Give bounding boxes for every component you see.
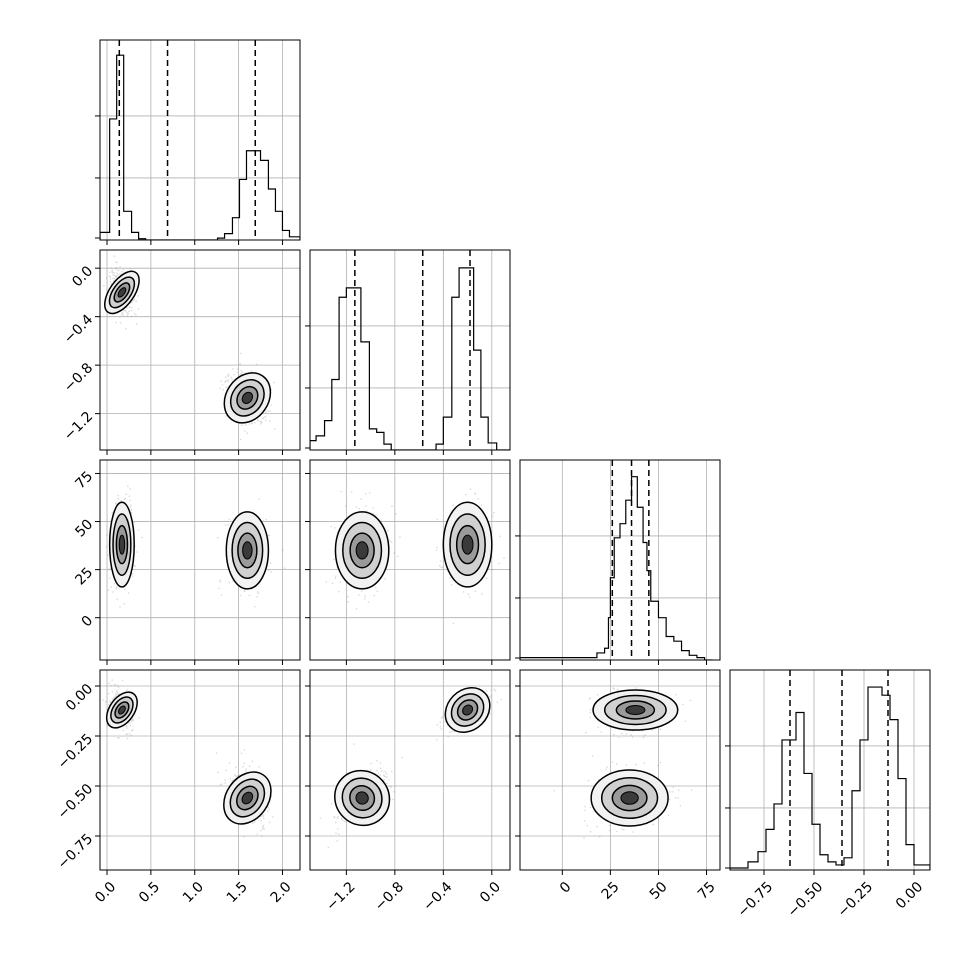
panel-2d-1-0 bbox=[103, 255, 276, 441]
x-tick-label: −0.4 bbox=[420, 879, 455, 914]
panel-2d-2-0 bbox=[105, 485, 286, 608]
density-contour bbox=[620, 791, 639, 805]
diagonal-histogram-1 bbox=[310, 250, 510, 450]
y-tick-label: 50 bbox=[72, 517, 96, 541]
x-tick-label: 0.0 bbox=[92, 879, 119, 906]
x-tick-label: −0.50 bbox=[785, 879, 827, 921]
histogram-step bbox=[730, 686, 930, 870]
x-tick-label: 1.5 bbox=[224, 879, 251, 906]
panel-frame bbox=[729, 669, 931, 871]
panel-frame bbox=[309, 249, 511, 451]
panel-frame bbox=[99, 39, 301, 241]
panel-frame bbox=[309, 669, 511, 871]
panel-grid-2-2 bbox=[561, 460, 707, 660]
y-tick-label: −0.8 bbox=[61, 360, 96, 395]
x-tick-label: 0.00 bbox=[893, 879, 926, 912]
x-tick-label: −0.25 bbox=[835, 879, 877, 921]
panel-frame bbox=[99, 669, 301, 871]
x-tick-label: −0.75 bbox=[735, 879, 777, 921]
panel-grid-0-0 bbox=[106, 40, 283, 240]
panel-2d-3-2 bbox=[553, 687, 693, 839]
y-tick-label: −0.75 bbox=[55, 831, 97, 873]
panel-frame bbox=[519, 669, 721, 871]
histogram-step bbox=[310, 267, 510, 450]
diagonal-histogram-3 bbox=[730, 670, 930, 870]
y-tick-label: −1.2 bbox=[61, 409, 96, 444]
density-contour bbox=[625, 705, 646, 715]
density-contour bbox=[461, 534, 474, 555]
x-tick-label: −1.2 bbox=[323, 879, 358, 914]
density-contour bbox=[241, 391, 254, 404]
density-contour bbox=[462, 704, 474, 716]
density-contour bbox=[242, 541, 253, 560]
panel-grid-1-0 bbox=[100, 250, 300, 450]
y-tick-label: 75 bbox=[72, 468, 96, 492]
density-contour bbox=[355, 791, 369, 805]
density-contour bbox=[117, 287, 127, 298]
x-tick-label: 0 bbox=[557, 879, 575, 897]
y-tick-label: 0.0 bbox=[69, 263, 96, 290]
y-tick-label: 0.00 bbox=[63, 681, 96, 714]
panel-2d-2-1 bbox=[325, 488, 505, 625]
density-contour bbox=[117, 705, 126, 715]
x-tick-label: 2.0 bbox=[268, 879, 295, 906]
x-tick-label: 50 bbox=[647, 879, 671, 903]
panel-frame bbox=[99, 459, 301, 661]
panel-2d-3-0 bbox=[102, 679, 274, 838]
density-contour bbox=[118, 534, 126, 555]
x-tick-label: −0.8 bbox=[372, 879, 407, 914]
panel-grid-3-1 bbox=[310, 670, 510, 870]
density-contour bbox=[241, 791, 254, 805]
x-tick-label: 75 bbox=[695, 879, 719, 903]
panel-frame bbox=[309, 459, 511, 661]
density-contour bbox=[355, 541, 369, 560]
diagonal-histogram-0 bbox=[100, 40, 300, 240]
x-tick-label: 0.0 bbox=[477, 879, 504, 906]
x-tick-label: 25 bbox=[599, 879, 623, 903]
y-tick-label: 0 bbox=[79, 613, 97, 631]
panel-frame bbox=[519, 459, 721, 661]
panel-frame bbox=[99, 249, 301, 451]
histogram-step bbox=[100, 54, 300, 240]
panel-grid-3-3 bbox=[763, 670, 915, 870]
x-tick-label: 0.5 bbox=[136, 879, 163, 906]
y-tick-label: −0.50 bbox=[55, 781, 97, 823]
y-tick-label: −0.4 bbox=[61, 312, 96, 347]
diagonal-histogram-2 bbox=[520, 460, 720, 660]
histogram-step bbox=[520, 476, 713, 660]
y-tick-label: −0.25 bbox=[55, 731, 97, 773]
panel-2d-3-1 bbox=[319, 687, 502, 849]
y-tick-label: 25 bbox=[72, 565, 96, 589]
x-tick-label: 1.0 bbox=[180, 879, 207, 906]
